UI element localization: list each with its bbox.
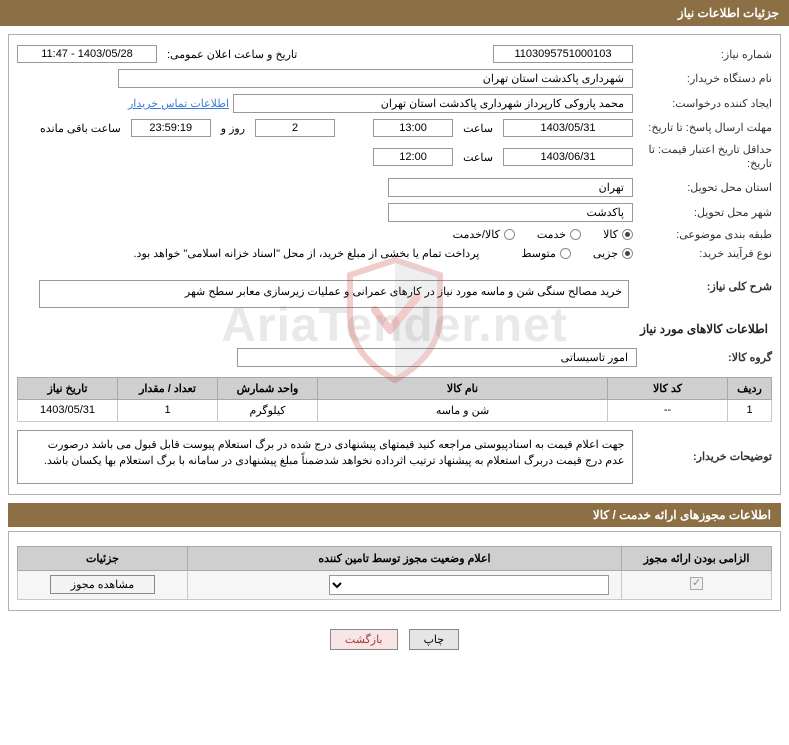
process-label: نوع فرآیند خرید: — [637, 247, 772, 260]
reply-deadline-row: مهلت ارسال پاسخ: تا تاریخ: 1403/05/31 سا… — [17, 119, 772, 137]
description-label: شرح کلی نیاز: — [637, 280, 772, 293]
goods-group-row: گروه کالا: امور تاسیساتی — [17, 348, 772, 367]
need-number-label: شماره نیاز: — [637, 48, 772, 61]
goods-group-label: گروه کالا: — [637, 351, 772, 364]
goods-group-value: امور تاسیساتی — [237, 348, 637, 367]
lic-col-details: جزئیات — [18, 546, 188, 570]
process-row: نوع فرآیند خرید: جزیی متوسط پرداخت تمام … — [17, 247, 772, 260]
countdown-value: 23:59:19 — [131, 119, 211, 137]
buyer-contact-link[interactable]: اطلاعات تماس خریدار — [128, 97, 229, 110]
buyer-explain-label: توضیحات خریدار: — [639, 430, 772, 463]
time-label-2: ساعت — [457, 151, 499, 164]
buyer-explain-text: جهت اعلام قیمت به اسنادپیوستی مراجعه کنی… — [17, 430, 633, 484]
need-number-row: شماره نیاز: 1103095751000103 تاریخ و ساع… — [17, 45, 772, 63]
price-validity-row: حداقل تاریخ اعتبار قیمت: تا تاریخ: 1403/… — [17, 143, 772, 172]
mandatory-checkbox[interactable] — [690, 577, 703, 590]
process-radio-medium[interactable]: متوسط — [521, 247, 571, 260]
treasury-note: پرداخت تمام یا بخشی از مبلغ خرید، از محل… — [134, 247, 500, 260]
delivery-province-row: استان محل تحویل: تهران — [17, 178, 772, 197]
category-goods-label: کالا — [603, 228, 618, 241]
remaining-label: ساعت باقی مانده — [34, 122, 127, 135]
time-label-1: ساعت — [457, 122, 499, 135]
radio-icon — [622, 229, 633, 240]
page-title: جزئیات اطلاعات نیاز — [678, 6, 779, 20]
reply-deadline-label: مهلت ارسال پاسخ: تا تاریخ: — [637, 121, 772, 135]
lic-cell-status — [188, 570, 622, 599]
footer-buttons: چاپ بازگشت — [0, 619, 789, 656]
cell-row: 1 — [728, 399, 772, 421]
category-radio-goods[interactable]: کالا — [603, 228, 633, 241]
license-table: الزامی بودن ارائه مجوز اعلام وضعیت مجوز … — [17, 546, 772, 600]
description-row: شرح کلی نیاز: خرید مصالح سنگی شن و ماسه … — [17, 280, 772, 308]
price-validity-label: حداقل تاریخ اعتبار قیمت: تا تاریخ: — [637, 143, 772, 172]
cell-date: 1403/05/31 — [18, 399, 118, 421]
buyer-org-row: نام دستگاه خریدار: شهرداری پاکدشت استان … — [17, 69, 772, 88]
lic-col-status: اعلام وضعیت مجوز توسط تامین کننده — [188, 546, 622, 570]
delivery-province-label: استان محل تحویل: — [637, 181, 772, 194]
buyer-explain-row: توضیحات خریدار: جهت اعلام قیمت به اسنادپ… — [17, 430, 772, 484]
col-name: نام کالا — [318, 377, 608, 399]
need-number-value: 1103095751000103 — [493, 45, 633, 63]
license-header: اطلاعات مجوزهای ارائه خدمت / کالا — [8, 503, 781, 527]
lic-cell-mandatory — [622, 570, 772, 599]
price-validity-date: 1403/06/31 — [503, 148, 633, 166]
delivery-city-label: شهر محل تحویل: — [637, 206, 772, 219]
col-code: کد کالا — [608, 377, 728, 399]
col-row: ردیف — [728, 377, 772, 399]
page-header: جزئیات اطلاعات نیاز — [0, 0, 789, 26]
reply-deadline-date: 1403/05/31 — [503, 119, 633, 137]
process-radio-partial[interactable]: جزیی — [593, 247, 633, 260]
category-radio-service[interactable]: خدمت — [537, 228, 581, 241]
description-value: خرید مصالح سنگی شن و ماسه مورد نیاز در ک… — [39, 280, 629, 308]
cell-unit: کیلوگرم — [218, 399, 318, 421]
table-row: 1 -- شن و ماسه کیلوگرم 1 1403/05/31 — [18, 399, 772, 421]
delivery-city-value: پاکدشت — [388, 203, 633, 222]
lic-col-mandatory: الزامی بودن ارائه مجوز — [622, 546, 772, 570]
category-goods-service-label: کالا/خدمت — [453, 228, 500, 241]
delivery-city-row: شهر محل تحویل: پاکدشت — [17, 203, 772, 222]
goods-section-title: اطلاعات کالاهای مورد نیاز — [17, 314, 772, 344]
cell-name: شن و ماسه — [318, 399, 608, 421]
category-row: طبقه بندی موضوعی: کالا خدمت کالا/خدمت — [17, 228, 772, 241]
requester-row: ایجاد کننده درخواست: محمد پازوکی کارپردا… — [17, 94, 772, 113]
goods-table: ردیف کد کالا نام کالا واحد شمارش تعداد /… — [17, 377, 772, 422]
print-button[interactable]: چاپ — [409, 629, 460, 650]
cell-qty: 1 — [118, 399, 218, 421]
category-label: طبقه بندی موضوعی: — [637, 228, 772, 241]
buyer-org-label: نام دستگاه خریدار: — [637, 72, 772, 85]
process-medium-label: متوسط — [521, 247, 556, 260]
col-unit: واحد شمارش — [218, 377, 318, 399]
back-button[interactable]: بازگشت — [330, 629, 398, 650]
days-label: روز و — [215, 122, 251, 135]
col-qty: تعداد / مقدار — [118, 377, 218, 399]
delivery-province-value: تهران — [388, 178, 633, 197]
view-license-button[interactable]: مشاهده مجوز — [50, 575, 155, 594]
license-row: مشاهده مجوز — [18, 570, 772, 599]
status-select[interactable] — [329, 575, 609, 595]
requester-label: ایجاد کننده درخواست: — [637, 97, 772, 110]
category-radio-goods-service[interactable]: کالا/خدمت — [453, 228, 515, 241]
license-header-text: اطلاعات مجوزهای ارائه خدمت / کالا — [593, 508, 771, 522]
price-validity-time: 12:00 — [373, 148, 453, 166]
radio-icon — [504, 229, 515, 240]
requester-value: محمد پازوکی کارپرداز شهرداری پاکدشت استا… — [233, 94, 633, 113]
radio-icon — [560, 248, 571, 259]
announce-date-value: 1403/05/28 - 11:47 — [17, 45, 157, 63]
process-partial-label: جزیی — [593, 247, 618, 260]
days-count: 2 — [255, 119, 335, 137]
radio-icon — [570, 229, 581, 240]
col-date: تاریخ نیاز — [18, 377, 118, 399]
cell-code: -- — [608, 399, 728, 421]
buyer-org-value: شهرداری پاکدشت استان تهران — [118, 69, 633, 88]
main-form-panel: شماره نیاز: 1103095751000103 تاریخ و ساع… — [8, 34, 781, 495]
announce-date-label: تاریخ و ساعت اعلان عمومی: — [161, 48, 303, 61]
reply-deadline-time: 13:00 — [373, 119, 453, 137]
category-service-label: خدمت — [537, 228, 566, 241]
radio-icon — [622, 248, 633, 259]
lic-cell-details: مشاهده مجوز — [18, 570, 188, 599]
license-panel: الزامی بودن ارائه مجوز اعلام وضعیت مجوز … — [8, 531, 781, 611]
